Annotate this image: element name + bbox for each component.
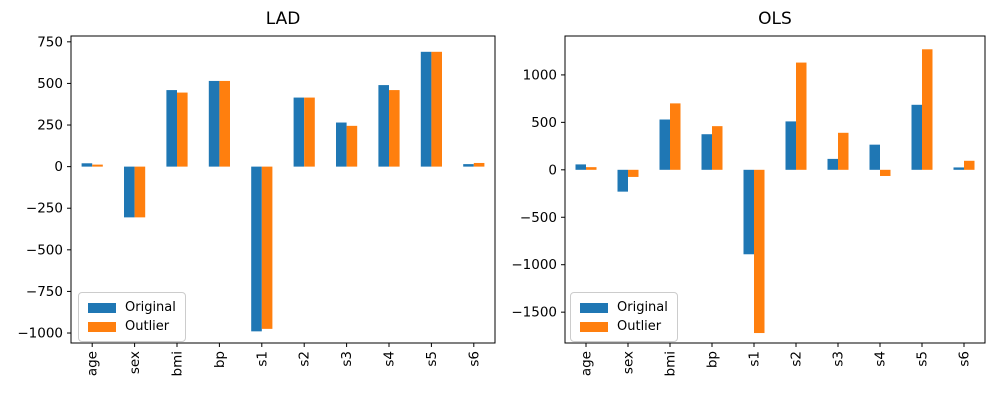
x-tick-label-s2: s2 (297, 351, 313, 367)
ols-plot-area: 1000 500 0 −500 −1000 −1500 age sex bmi bp s1 s2 s3 s… (511, 35, 986, 376)
x-tick-label-s3: s3 (339, 351, 355, 367)
lad-plot-area: 750 500 250 0 −250 −500 −750 −1000 age sex bmi bp s1… (17, 34, 496, 376)
original-swatch (88, 302, 116, 313)
y-tick-label: −500 (520, 210, 557, 226)
bar-original-s4 (378, 85, 389, 167)
legend-row-original: Original (580, 299, 668, 315)
bar-original-sex (124, 166, 135, 218)
bar-original-bmi (659, 119, 670, 170)
outlier-swatch (88, 321, 116, 332)
y-tick-label: −1000 (17, 326, 63, 342)
x-tick-label-s6: s6 (957, 351, 973, 367)
bar-original-bmi (166, 90, 177, 167)
bar-original-s4 (869, 144, 880, 170)
x-tick-label-s2: s2 (789, 351, 805, 367)
x-tick-label-bmi: bmi (663, 351, 679, 376)
bar-original-s1 (743, 169, 754, 255)
x-tick-label-bp: bp (212, 351, 228, 368)
y-tick-label: 750 (37, 34, 63, 50)
legend-lad: Original Outlier (78, 292, 186, 342)
bar-original-sex (617, 169, 628, 192)
bar-outlier-bmi (177, 92, 188, 167)
legend-row-outlier: Outlier (580, 318, 668, 334)
y-tick-label: 500 (37, 76, 63, 92)
legend-label-outlier: Outlier (125, 318, 170, 334)
bar-outlier-s3 (838, 132, 849, 170)
bar-outlier-bp (712, 126, 723, 170)
bar-original-age (81, 163, 93, 167)
chart-title-ols: OLS (758, 9, 792, 29)
axes-frame (70, 35, 496, 344)
bar-outlier-s5 (431, 51, 442, 167)
axes-frame (564, 35, 986, 344)
bar-outlier-s6 (473, 162, 485, 167)
legend-row-outlier: Outlier (88, 318, 176, 334)
bar-outlier-age (92, 164, 103, 167)
x-tick-label-s6: s6 (466, 351, 482, 367)
y-tick-label: 0 (548, 162, 557, 178)
bar-outlier-s3 (346, 125, 358, 167)
bar-original-s6 (463, 164, 474, 167)
y-tick-label: −1000 (511, 257, 557, 273)
bar-outlier-bmi (670, 103, 681, 170)
bar-outlier-bp (219, 80, 230, 167)
original-swatch (580, 302, 608, 313)
legend-label-outlier: Outlier (617, 318, 662, 334)
bar-outlier-s4 (880, 169, 891, 176)
bar-original-s3 (827, 158, 838, 170)
bar-outlier-age (586, 167, 597, 170)
bar-outlier-sex (134, 166, 146, 218)
chart-lad: LAD 750 500 250 0 −250 −500 −750 −1000 age sex bmi… (17, 9, 496, 376)
x-tick-label-s4: s4 (382, 351, 398, 367)
y-tick-label: 250 (37, 118, 63, 134)
legend-label-original: Original (125, 299, 176, 315)
bar-original-s1 (251, 166, 262, 332)
outlier-swatch (580, 321, 608, 332)
bar-outlier-sex (628, 169, 639, 177)
x-tick-label-age: age (579, 351, 595, 376)
y-tick-label: −500 (26, 242, 63, 258)
bar-original-age (575, 164, 586, 170)
bar-outlier-s2 (796, 62, 807, 170)
legend-row-original: Original (88, 299, 176, 315)
bar-original-bp (701, 134, 712, 170)
bar-outlier-s1 (754, 169, 765, 334)
y-tick-label: 0 (54, 159, 63, 175)
chart-ols: OLS 1000 500 0 −500 −1000 −1500 age sex bmi bp s1 s… (500, 0, 1000, 400)
x-tick-label-age: age (85, 351, 101, 376)
bar-outlier-s4 (389, 90, 400, 167)
x-tick-label-s4: s4 (873, 351, 889, 367)
bar-original-s6 (953, 167, 964, 170)
bar-outlier-s2 (304, 97, 315, 167)
x-tick-label-sex: sex (621, 351, 637, 374)
x-tick-label-s1: s1 (747, 351, 763, 367)
y-tick-label: −1500 (511, 305, 557, 321)
x-tick-label-bp: bp (705, 351, 721, 368)
bar-outlier-s1 (261, 166, 273, 329)
bar-original-s5 (420, 51, 432, 167)
x-tick-label-s5: s5 (915, 351, 931, 367)
bar-outlier-s5 (922, 49, 933, 170)
y-tick-label: 1000 (523, 67, 557, 83)
y-tick-label: −250 (26, 201, 63, 217)
x-tick-label-sex: sex (127, 351, 143, 374)
chart-title-lad: LAD (265, 9, 301, 29)
legend-ols: Original Outlier (570, 292, 678, 342)
bar-outlier-s6 (964, 160, 975, 170)
bar-original-s2 (785, 121, 796, 170)
y-tick-label: −750 (26, 284, 63, 300)
x-tick-label-s3: s3 (831, 351, 847, 367)
bar-original-s3 (336, 122, 347, 167)
legend-label-original: Original (617, 299, 668, 315)
x-tick-label-s1: s1 (254, 351, 270, 367)
x-tick-label-bmi: bmi (170, 351, 186, 376)
bar-original-bp (208, 80, 220, 167)
y-tick-label: 500 (531, 115, 557, 131)
bar-original-s2 (293, 97, 305, 167)
x-tick-label-s5: s5 (424, 351, 440, 367)
bar-original-s5 (911, 104, 922, 170)
